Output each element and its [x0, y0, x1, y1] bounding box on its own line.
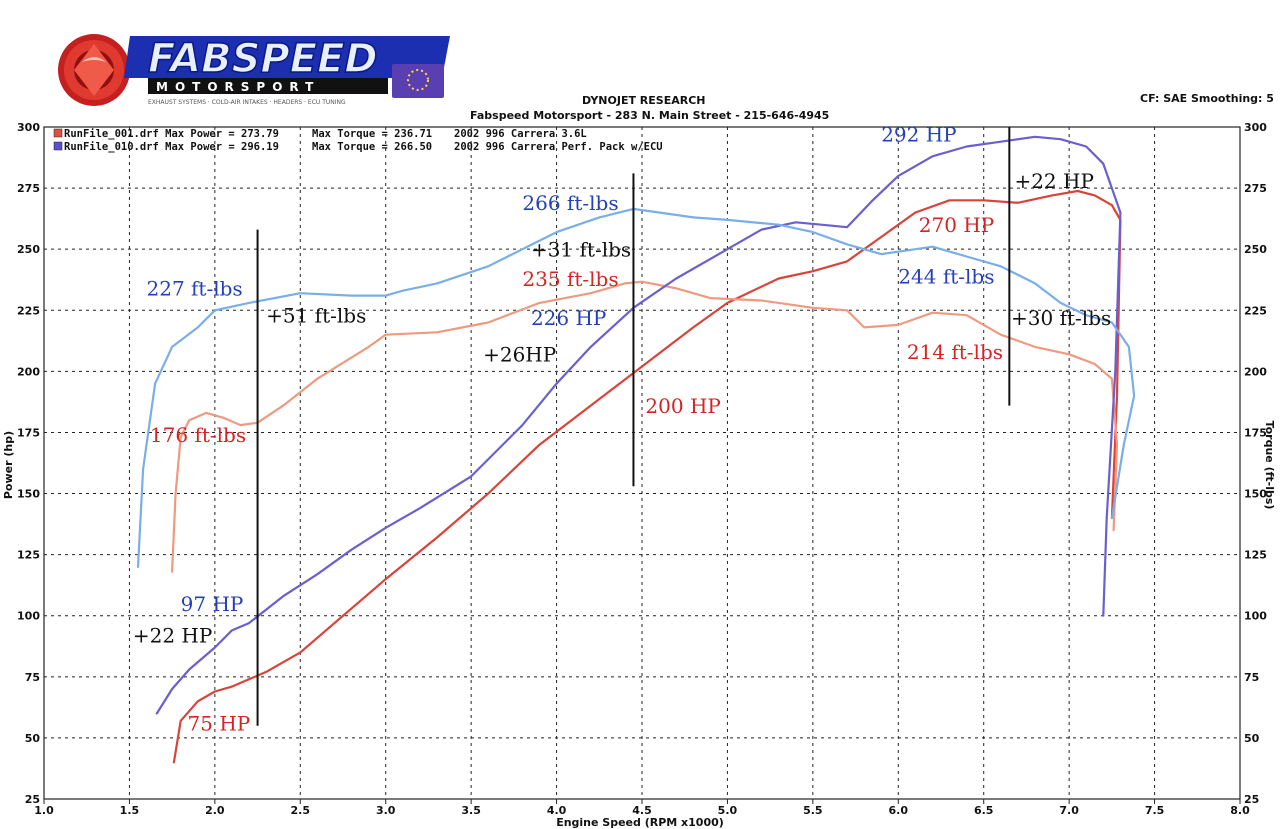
y-tick-label-right: 300 [1244, 121, 1267, 134]
annotation-label: 292 HP [881, 123, 956, 147]
x-tick-label: 1.5 [120, 804, 140, 817]
annotation-label: 235 ft-lbs [522, 267, 618, 291]
y-tick-label-right: 200 [1244, 365, 1267, 378]
y-tick-label-right: 150 [1244, 488, 1267, 501]
x-tick-label: 3.0 [376, 804, 396, 817]
y-tick-label-left: 50 [25, 732, 41, 745]
x-tick-label: 7.0 [1059, 804, 1079, 817]
legend: RunFile_001.drf Max Power = 273.79 Max To… [53, 128, 663, 153]
y-tick-label-left: 300 [17, 121, 40, 134]
x-tick-label: 5.5 [803, 804, 823, 817]
legend-swatch [53, 141, 63, 151]
x-tick-label: 6.0 [889, 804, 909, 817]
annotation-label: 244 ft-lbs [898, 264, 994, 288]
annotation-label: 75 HP [188, 712, 251, 736]
x-tick-label: 5.0 [718, 804, 738, 817]
svg-text:EXHAUST SYSTEMS · COLD-AIR INT: EXHAUST SYSTEMS · COLD-AIR INTAKES · HEA… [148, 99, 346, 106]
svg-text:FABSPEED: FABSPEED [148, 36, 378, 82]
header-company: DYNOJET RESEARCH [582, 94, 706, 107]
legend-torque: Max Torque = 266.50 [312, 141, 432, 153]
y-ticks-right: 25 50 75 100 125 150 175 200 225 250 275 300 [1244, 121, 1267, 806]
x-tick-label: 2.0 [205, 804, 225, 817]
y-tick-label-left: 75 [25, 671, 40, 684]
annotation-label: 227 ft-lbs [147, 277, 243, 301]
y-tick-label-right: 75 [1244, 671, 1259, 684]
annotation-label: +22 HP [1014, 169, 1093, 193]
y-ticks-left: 25 50 75 100 125 150 175 200 225 250 275 300 [17, 121, 40, 806]
y-tick-label-right: 50 [1244, 732, 1260, 745]
series-line [136, 207, 1136, 568]
x-tick-label: 1.0 [34, 804, 54, 817]
annotation-label: 266 ft-lbs [522, 191, 618, 215]
legend-entry: RunFile_010.drf Max Power = 296.19 [64, 141, 279, 153]
y-tick-label-right: 250 [1244, 243, 1267, 256]
legend-car: 2002 996 Carrera Perf. Pack w/ECU [454, 141, 663, 153]
y-tick-label-left: 175 [17, 426, 40, 439]
x-axis-label: Engine Speed (RPM x1000) [556, 816, 724, 829]
x-tick-label: 6.5 [974, 804, 994, 817]
y-tick-label-right: 225 [1244, 304, 1267, 317]
y-axis-label-right: Torque (ft-lbs) [1263, 421, 1276, 510]
y-tick-label-left: 100 [17, 610, 40, 623]
y-tick-label-left: 200 [17, 365, 40, 378]
annotation-label: 97 HP [181, 592, 244, 616]
y-tick-label-left: 25 [25, 793, 40, 806]
x-tick-label: 4.5 [632, 804, 652, 817]
svg-text:MOTORSPORT: MOTORSPORT [156, 80, 320, 94]
series-line [172, 189, 1122, 764]
annotation-label: 270 HP [919, 213, 994, 237]
x-tick-label: 2.5 [291, 804, 311, 817]
marker-lines [256, 127, 1011, 726]
annotation-label: 226 HP [531, 306, 606, 330]
y-tick-label-right: 100 [1244, 610, 1267, 623]
y-tick-label-right: 175 [1244, 426, 1267, 439]
annotation-label: +51 ft-lbs [266, 303, 366, 327]
y-axis-label-left: Power (hp) [2, 431, 15, 499]
x-tick-label: 8.0 [1230, 804, 1250, 817]
legend-swatch [53, 128, 63, 138]
legend-car: 2002 996 Carrera 3.6L [454, 128, 587, 140]
y-tick-label-left: 125 [17, 549, 40, 562]
y-tick-label-left: 150 [17, 488, 40, 501]
legend-entry: RunFile_001.drf Max Power = 273.79 [64, 128, 279, 140]
annotations: 227 ft-lbs +51 ft-lbs 176 ft-lbs 97 HP +22 H… [133, 123, 1111, 736]
annotation-label: +26HP [483, 343, 556, 367]
y-tick-label-right: 125 [1244, 549, 1267, 562]
x-tick-label: 4.0 [547, 804, 567, 817]
header-settings: CF: SAE Smoothing: 5 [1140, 92, 1274, 105]
header-address: Fabspeed Motorsport - 283 N. Main Street… [470, 109, 830, 122]
y-tick-label-left: 275 [17, 182, 40, 195]
annotation-label: 200 HP [645, 394, 720, 418]
y-tick-label-left: 225 [17, 304, 40, 317]
annotation-label: +30 ft-lbs [1011, 306, 1111, 330]
annotation-label: 176 ft-lbs [150, 423, 246, 447]
annotation-label: +22 HP [133, 624, 212, 648]
y-tick-label-left: 250 [17, 243, 40, 256]
annotation-label: +31 ft-lbs [531, 238, 631, 262]
legend-torque: Max Torque = 236.71 [312, 128, 432, 140]
y-tick-label-right: 25 [1244, 793, 1259, 806]
y-tick-label-right: 275 [1244, 182, 1267, 195]
fabspeed-logo: FABSPEED MOTORSPORT EXHAUST SYSTEMS · CO… [58, 34, 450, 106]
annotation-label: 214 ft-lbs [907, 340, 1003, 364]
series-line [155, 135, 1122, 715]
x-tick-label: 3.5 [461, 804, 481, 817]
x-ticks: 1.0 1.5 2.0 2.5 3.0 3.5 4.0 4.5 5.0 5.5 6.0 6.5 7.0 7… [34, 799, 1250, 817]
grid [44, 127, 1240, 799]
x-tick-label: 7.5 [1145, 804, 1165, 817]
